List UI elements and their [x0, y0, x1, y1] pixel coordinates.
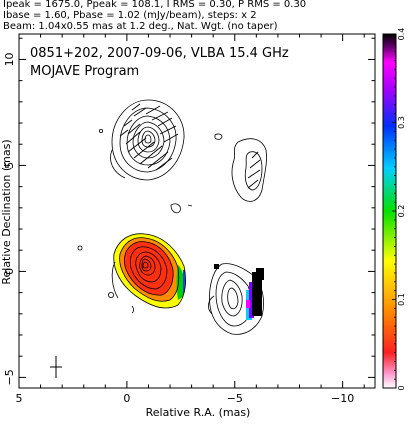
y-tick-label: −5	[3, 369, 16, 385]
y-axis-label: Relative Declination (mas)	[0, 139, 13, 284]
header-line-beam: Beam: 1.04x0.55 mas at 1.2 deg., Nat. Wg…	[3, 21, 278, 32]
y-tick-label: 0	[3, 268, 16, 275]
plot-frame	[18, 33, 376, 389]
x-tick-label: −5	[227, 392, 243, 405]
chart-title: 0851+202, 2007-09-06, VLBA 15.4 GHz	[30, 46, 289, 61]
x-tick-label: 0	[123, 392, 130, 405]
colorbar-tick-label: 0.1	[397, 293, 406, 306]
header: Ipeak = 1675.0, Ppeak = 108.1, I RMS = 0…	[3, 0, 403, 44]
colorbar-tick-label: 0	[397, 385, 406, 390]
axis-tick-labels: 5 0 −5 −10 −5 0 5 10	[3, 52, 354, 405]
colorbar-tick-label: 0.4	[397, 28, 406, 41]
header-line-peaks: Ipeak = 1675.0, Ppeak = 108.1, I RMS = 0…	[3, 0, 307, 10]
upper-polarization-vectors	[119, 103, 261, 189]
chart-subtitle: MOJAVE Program	[30, 64, 139, 79]
axis-ticks	[18, 34, 375, 388]
header-line-base: Ibase = 1.60, Pbase = 1.02 (mJy/beam), s…	[3, 10, 257, 21]
x-axis-label: Relative R.A. (mas)	[146, 406, 251, 419]
y-tick-label: 10	[3, 52, 16, 66]
colorbar-tick-label: 0.3	[397, 116, 406, 129]
x-tick-label: −10	[331, 392, 354, 405]
beam-marker	[50, 356, 62, 378]
jet-polarization-color	[214, 264, 264, 320]
jet-contours	[208, 263, 264, 335]
colorbar-tick-label: 0.2	[397, 205, 406, 218]
y-tick-label: 5	[3, 162, 16, 169]
x-tick-label: 5	[16, 392, 23, 405]
colorbar: 0 0.1 0.2 0.3 0.4	[382, 28, 406, 391]
